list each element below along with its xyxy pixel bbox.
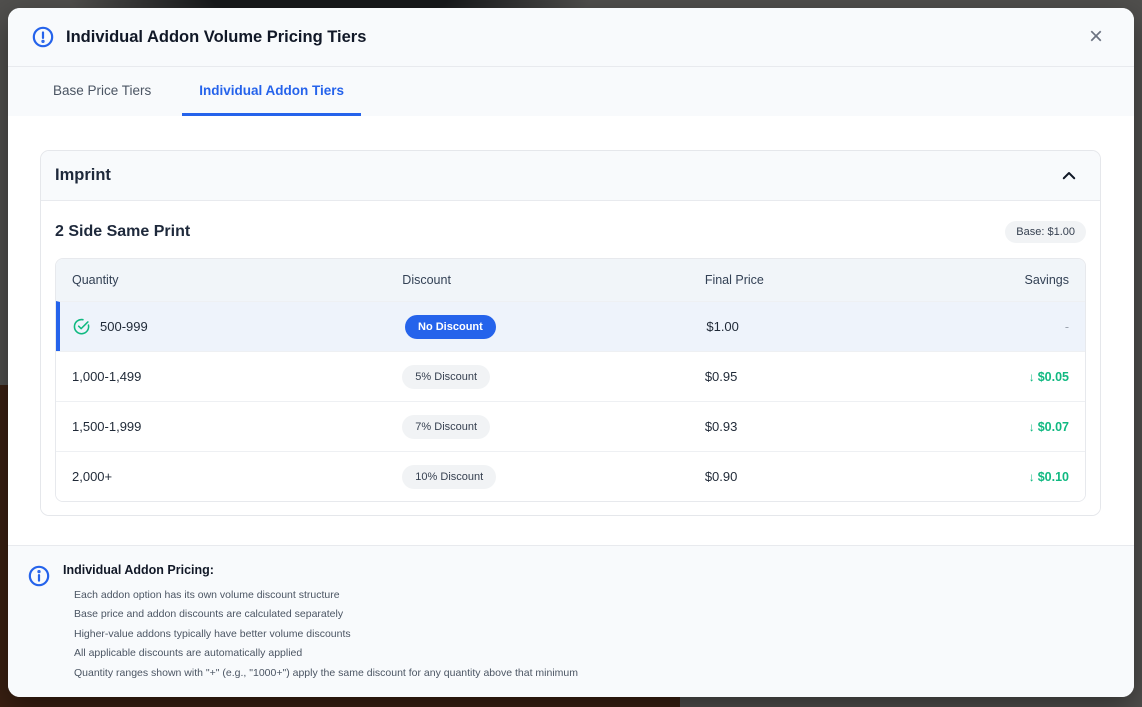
savings-cell: - [941,320,1085,334]
savings-cell: ↓ $0.10 [941,470,1085,484]
quantity-label: 1,500-1,999 [72,419,142,434]
savings-amount: - [1064,319,1069,334]
pricing-tier-row[interactable]: 2,000+ 10% Discount $0.90 ↓ $0.10 [56,451,1085,501]
savings-cell: ↓ $0.05 [941,370,1085,384]
footer-text-block: Individual Addon Pricing: Each addon opt… [63,563,578,684]
col-header-quantity: Quantity [72,273,119,287]
addon-group-body: 2 Side Same Print Base: $1.00 Quantity D… [41,201,1100,515]
footer-title: Individual Addon Pricing: [63,562,214,577]
addon-group-header[interactable]: Imprint [41,151,1100,201]
savings-amount: $0.05 [1037,369,1069,384]
pricing-table-header: Quantity Discount Final Price Savings [56,259,1085,301]
savings-down-arrow-icon: ↓ [1028,469,1035,484]
info-icon [28,565,50,586]
tab-bar: Base Price Tiers Individual Addon Tiers [8,67,1134,116]
quantity-cell: 1,500-1,999 [56,419,386,434]
close-button[interactable]: × [1082,23,1110,51]
check-circle-icon [73,318,90,335]
quantity-cell: 500-999 [60,318,389,335]
pricing-tiers-modal: Individual Addon Volume Pricing Tiers × … [8,8,1134,697]
addon-group-card: Imprint 2 Side Same Print Base: $1.00 Qu… [40,150,1101,516]
pricing-tier-row[interactable]: 1,500-1,999 7% Discount $0.93 ↓ $0.07 [56,401,1085,451]
pricing-tier-row[interactable]: 1,000-1,499 5% Discount $0.95 ↓ $0.05 [56,351,1085,401]
base-price-badge: Base: $1.00 [1005,221,1086,243]
savings-down-arrow-icon: ↓ [1028,369,1035,384]
footer-note: Quantity ranges shown with "+" (e.g., "1… [74,666,579,679]
quantity-label: 500-999 [100,319,148,334]
col-header-savings: Savings [1024,273,1069,287]
alert-circle-icon [32,26,54,48]
modal-header: Individual Addon Volume Pricing Tiers × [8,8,1134,67]
tab-individual-addon-tiers[interactable]: Individual Addon Tiers [182,67,362,116]
savings-amount: $0.07 [1037,419,1069,434]
footer-note: Base price and addon discounts are calcu… [74,608,344,620]
discount-cell: 5% Discount [386,364,689,389]
addon-option-row: 2 Side Same Print Base: $1.00 [55,215,1086,258]
discount-badge: 5% Discount [402,364,491,389]
modal-content: Imprint 2 Side Same Print Base: $1.00 Qu… [8,116,1134,545]
savings-cell: ↓ $0.07 [941,420,1085,434]
final-price-cell: $0.90 [704,469,738,484]
quantity-cell: 2,000+ [56,469,386,484]
savings-down-arrow-icon: ↓ [1028,419,1035,434]
discount-badge: No Discount [405,314,496,339]
pricing-table-body: 500-999 No Discount $1.00 - 1,000-1,499 … [56,301,1085,501]
modal-title: Individual Addon Volume Pricing Tiers [66,27,367,46]
footer-note: Higher-value addons typically have bette… [74,627,351,640]
discount-badge: 10% Discount [402,464,497,489]
quantity-label: 2,000+ [72,469,113,484]
quantity-label: 1,000-1,499 [72,369,142,384]
discount-cell: No Discount [389,314,690,339]
footer-note: All applicable discounts are automatical… [74,647,303,659]
pricing-tier-row[interactable]: 500-999 No Discount $1.00 - [56,301,1085,351]
final-price-cell: $1.00 [706,319,739,334]
discount-cell: 7% Discount [386,414,689,439]
final-price-cell: $0.95 [704,369,738,384]
discount-badge: 7% Discount [402,414,491,439]
addon-option-title: 2 Side Same Print [55,223,191,240]
chevron-up-icon [1062,171,1076,179]
quantity-cell: 1,000-1,499 [56,369,386,384]
footer-note: Each addon option has its own volume dis… [74,588,340,601]
tab-base-price-tiers[interactable]: Base Price Tiers [36,67,168,116]
col-header-discount: Discount [402,273,451,287]
col-header-final-price: Final Price [704,273,764,287]
discount-cell: 10% Discount [386,464,689,489]
addon-group-title: Imprint [55,166,111,184]
pricing-table: Quantity Discount Final Price Savings 50… [55,258,1086,502]
footer-notes-list: Each addon option has its own volume dis… [63,586,578,684]
final-price-cell: $0.93 [704,419,738,434]
savings-amount: $0.10 [1037,469,1069,484]
modal-footer: Individual Addon Pricing: Each addon opt… [8,544,1134,697]
